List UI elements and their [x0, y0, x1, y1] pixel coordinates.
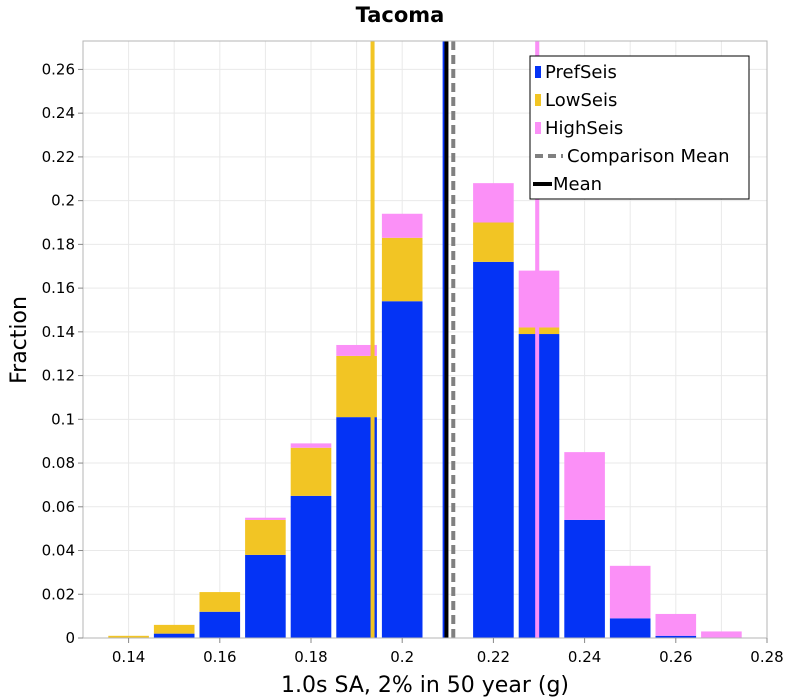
legend-label-comparison-mean: Comparison Mean: [567, 146, 730, 167]
y-tick-label: 0.1: [51, 410, 75, 428]
y-tick-label: 0.06: [42, 498, 75, 516]
x-tick-label: 0.16: [203, 648, 236, 666]
y-axis-label: Fraction: [7, 296, 32, 384]
x-tick-label: 0.24: [568, 648, 601, 666]
legend-swatch-prefseis: [535, 66, 541, 78]
bar-highseis-0.22: [473, 183, 514, 223]
bar-lowseis-0.14: [108, 635, 149, 638]
bars: [108, 183, 742, 638]
bar-prefseis-0.26: [655, 635, 697, 638]
legend-box: [529, 55, 750, 200]
bar-prefseis-0.15: [153, 633, 195, 638]
y-tick-label: 0: [65, 629, 75, 647]
x-axis-label: 1.0s SA, 2% in 50 year (g): [281, 673, 569, 698]
x-tick-label: 0.28: [750, 648, 783, 666]
bar-highseis-0.19: [336, 344, 377, 356]
legend-swatch-lowseis: [535, 94, 541, 106]
legend-swatch-highseis: [535, 122, 541, 134]
y-tick-label: 0.02: [42, 585, 75, 603]
x-tick-label: 0.22: [477, 648, 510, 666]
y-tick-label: 0.16: [42, 279, 75, 297]
legend-label-lowseis: LowSeis: [545, 90, 617, 111]
y-tick-label: 0.08: [42, 454, 75, 472]
bar-lowseis-0.16: [199, 592, 241, 612]
bar-prefseis-0.18: [290, 495, 332, 638]
bar-lowseis-0.22: [473, 222, 514, 262]
bar-highseis-0.24: [564, 452, 605, 520]
bar-highseis-0.18: [290, 443, 332, 448]
bar-highseis-0.17: [245, 517, 286, 520]
y-tick-label: 0.18: [42, 235, 75, 253]
bar-highseis-0.26: [655, 613, 697, 636]
bar-lowseis-0.18: [290, 447, 332, 496]
bar-highseis-0.20: [381, 213, 423, 238]
y-tick-label: 0.2: [51, 192, 75, 210]
x-tick-label: 0.18: [294, 648, 327, 666]
bar-prefseis-0.17: [245, 554, 286, 638]
x-axis-ticks: 0.14 0.16 0.18 0.2 0.22 0.24 0.26 0.28: [112, 638, 784, 666]
y-tick-label: 0.22: [42, 148, 75, 166]
legend-label-mean: Mean: [553, 174, 602, 195]
y-tick-label: 0.12: [42, 367, 75, 385]
y-tick-label: 0.14: [42, 323, 75, 341]
chart-title: Tacoma: [356, 3, 445, 27]
bar-prefseis-0.19: [336, 417, 377, 638]
bar-prefseis-0.22: [473, 261, 514, 638]
plot-frame: [82, 40, 768, 639]
x-tick-label: 0.2: [390, 648, 414, 666]
y-tick-label: 0.24: [42, 104, 75, 122]
y-tick-label: 0.04: [42, 542, 75, 560]
bar-prefseis-0.24: [564, 519, 605, 638]
legend: PrefSeis LowSeis HighSeis Comparison Mean Me…: [529, 55, 750, 200]
y-axis-ticks: 0 0.02 0.04 0.06 0.08 0.1 0.12 0.14 0.16 0.18 0.2 0…: [42, 60, 83, 647]
x-tick-label: 0.26: [659, 648, 692, 666]
bar-highseis-0.27: [701, 631, 742, 638]
legend-label-prefseis: PrefSeis: [545, 62, 617, 83]
bar-lowseis-0.19: [336, 355, 377, 418]
legend-label-highseis: HighSeis: [545, 118, 623, 139]
bar-prefseis-0.25: [609, 618, 651, 638]
bar-prefseis-0.16: [199, 611, 241, 638]
y-tick-label: 0.26: [42, 60, 75, 78]
bar-lowseis-0.15: [153, 624, 195, 634]
bar-lowseis-0.17: [245, 519, 286, 555]
bar-prefseis-0.20: [381, 301, 423, 638]
bar-highseis-0.25: [609, 565, 651, 619]
bar-lowseis-0.20: [381, 237, 423, 302]
x-tick-label: 0.14: [112, 648, 145, 666]
